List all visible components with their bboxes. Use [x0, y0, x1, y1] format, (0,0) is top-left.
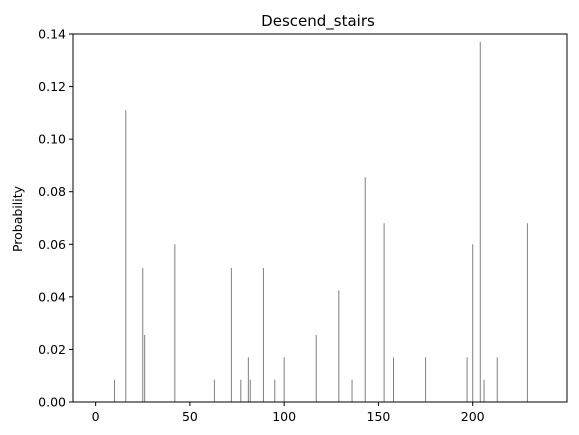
bar-16	[364, 177, 366, 402]
bar-5	[213, 379, 215, 402]
x-tick-label-3: 150	[367, 409, 391, 424]
bar-13	[315, 334, 317, 402]
y-tick-label-1: 0.02	[38, 342, 66, 357]
y-tick-label-6: 0.12	[38, 79, 66, 94]
x-tick-label-2: 100	[272, 409, 296, 424]
bar-4	[174, 244, 176, 402]
bar-24	[496, 357, 498, 402]
y-tick-label-7: 0.14	[38, 27, 66, 42]
bar-25	[526, 223, 528, 402]
bar-15	[351, 379, 353, 402]
y-axis-label: Probability	[10, 185, 25, 252]
y-tick-label-5: 0.10	[38, 132, 66, 147]
bar-7	[240, 379, 242, 402]
bar-20	[466, 357, 468, 402]
bar-23	[483, 379, 485, 402]
bar-22	[479, 41, 481, 402]
y-tick-label-3: 0.06	[38, 237, 66, 252]
bar-2	[142, 267, 144, 402]
bar-6	[230, 267, 232, 402]
y-tick-label-2: 0.04	[38, 289, 66, 304]
bars	[113, 41, 528, 402]
bar-14	[338, 290, 340, 402]
y-tick-label-0: 0.00	[38, 395, 66, 410]
bar-21	[472, 244, 474, 402]
x-tick-label-1: 50	[182, 409, 198, 424]
y-ticks: 0.00 0.02 0.04 0.06 0.08 0.10 0.12 0.14	[38, 27, 73, 410]
bar-17	[383, 223, 385, 402]
bar-8	[247, 357, 249, 402]
bar-10	[262, 267, 264, 402]
bar-0	[113, 379, 115, 402]
bar-1	[125, 110, 127, 402]
y-tick-label-4: 0.08	[38, 184, 66, 199]
x-tick-label-4: 200	[461, 409, 485, 424]
chart-title: Descend_stairs	[261, 12, 375, 31]
bar-11	[274, 379, 276, 402]
bar-9	[249, 379, 251, 402]
plot-frame	[72, 33, 568, 403]
bar-12	[283, 357, 285, 402]
bar-19	[425, 357, 427, 402]
x-ticks: 0 50 100 150 200	[92, 402, 485, 424]
bar-18	[393, 357, 395, 402]
bar-3	[144, 334, 146, 402]
x-tick-label-0: 0	[92, 409, 100, 424]
